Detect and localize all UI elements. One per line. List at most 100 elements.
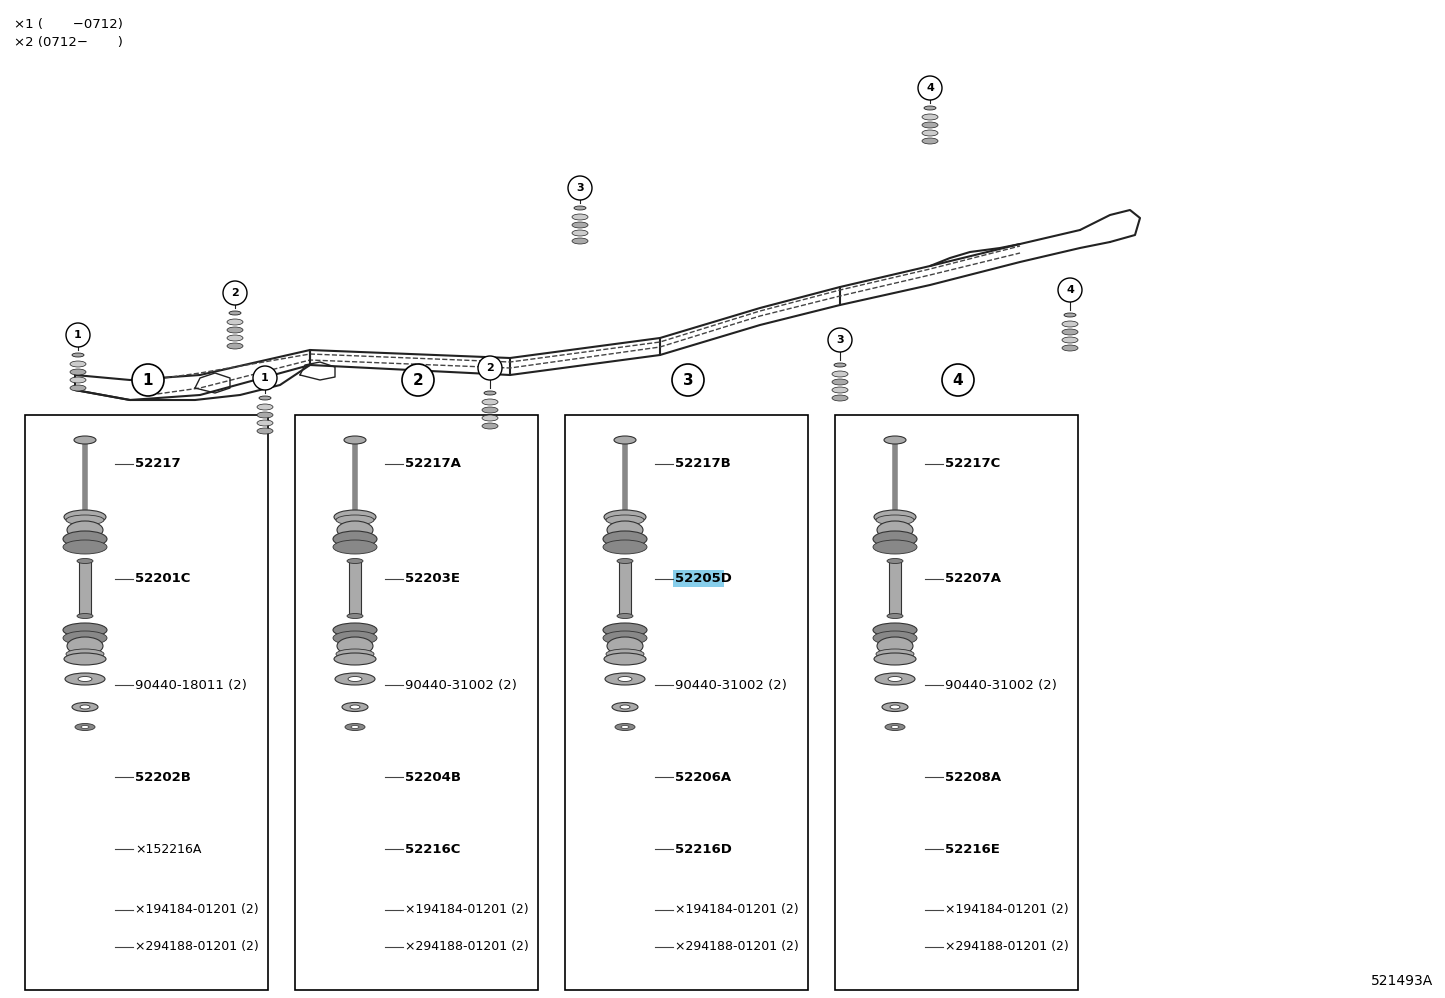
Ellipse shape (78, 677, 92, 682)
Ellipse shape (257, 420, 273, 426)
Ellipse shape (890, 705, 900, 709)
Ellipse shape (877, 637, 913, 655)
Ellipse shape (332, 631, 377, 645)
Ellipse shape (832, 371, 848, 377)
Text: 3: 3 (837, 335, 844, 345)
Text: 52208A: 52208A (945, 770, 1001, 783)
Ellipse shape (922, 130, 938, 136)
Ellipse shape (604, 510, 646, 524)
Text: 52216E: 52216E (945, 842, 1000, 855)
Ellipse shape (1062, 329, 1078, 335)
Text: 4: 4 (952, 372, 964, 387)
Ellipse shape (350, 705, 360, 709)
Ellipse shape (884, 436, 906, 444)
Text: 3: 3 (682, 372, 694, 387)
Ellipse shape (1064, 313, 1077, 317)
Ellipse shape (332, 540, 377, 554)
Text: 2: 2 (413, 372, 423, 387)
Text: 52205D: 52205D (675, 573, 731, 586)
Ellipse shape (572, 222, 588, 228)
Ellipse shape (69, 369, 87, 375)
Ellipse shape (613, 703, 639, 712)
Bar (25, 415, 267, 990)
Ellipse shape (607, 637, 643, 655)
Ellipse shape (605, 515, 644, 525)
Circle shape (1058, 278, 1082, 302)
Text: 52216D: 52216D (675, 842, 731, 855)
Text: 4: 4 (1066, 285, 1074, 295)
Ellipse shape (876, 515, 915, 525)
Text: 52201C: 52201C (134, 573, 191, 586)
Text: 52217C: 52217C (945, 457, 1000, 470)
Circle shape (131, 364, 163, 396)
Text: 52216C: 52216C (405, 842, 461, 855)
Circle shape (568, 176, 592, 200)
Ellipse shape (227, 343, 243, 349)
Ellipse shape (227, 335, 243, 341)
Ellipse shape (64, 623, 107, 637)
Ellipse shape (228, 311, 241, 315)
Ellipse shape (616, 724, 634, 731)
Ellipse shape (335, 673, 376, 685)
Circle shape (223, 281, 247, 305)
Ellipse shape (618, 677, 631, 682)
Ellipse shape (337, 515, 374, 525)
Ellipse shape (334, 510, 376, 524)
Text: 2: 2 (486, 363, 494, 373)
Text: 2: 2 (231, 288, 238, 298)
Ellipse shape (64, 510, 105, 524)
Ellipse shape (832, 395, 848, 401)
Ellipse shape (877, 521, 913, 539)
Ellipse shape (892, 726, 899, 729)
Ellipse shape (66, 521, 103, 539)
Text: ×294188-01201 (2): ×294188-01201 (2) (675, 940, 799, 953)
Bar (618, 561, 631, 616)
Ellipse shape (348, 677, 363, 682)
Ellipse shape (874, 653, 916, 665)
Ellipse shape (75, 724, 95, 731)
Ellipse shape (572, 214, 588, 220)
Ellipse shape (66, 515, 104, 525)
Text: 1: 1 (262, 373, 269, 383)
Ellipse shape (337, 649, 374, 659)
Text: 52217A: 52217A (405, 457, 461, 470)
Ellipse shape (923, 106, 936, 110)
Ellipse shape (832, 379, 848, 385)
Ellipse shape (227, 319, 243, 325)
Ellipse shape (572, 238, 588, 244)
Ellipse shape (881, 703, 907, 712)
Text: 52202B: 52202B (134, 770, 191, 783)
Ellipse shape (342, 703, 368, 712)
Text: ×294188-01201 (2): ×294188-01201 (2) (405, 940, 529, 953)
Text: ×194184-01201 (2): ×194184-01201 (2) (405, 903, 529, 916)
Ellipse shape (832, 387, 848, 393)
Ellipse shape (614, 436, 636, 444)
Text: 52207A: 52207A (945, 573, 1001, 586)
Bar (835, 415, 1078, 990)
Circle shape (918, 76, 942, 100)
Text: 52204B: 52204B (405, 770, 461, 783)
Ellipse shape (337, 521, 373, 539)
Ellipse shape (345, 724, 366, 731)
Ellipse shape (1062, 345, 1078, 351)
Text: ×294188-01201 (2): ×294188-01201 (2) (945, 940, 1069, 953)
Circle shape (828, 328, 853, 352)
Circle shape (253, 366, 277, 390)
Ellipse shape (617, 614, 633, 619)
Bar (565, 415, 808, 990)
Ellipse shape (603, 540, 647, 554)
Ellipse shape (483, 415, 499, 421)
Text: 52217B: 52217B (675, 457, 731, 470)
Ellipse shape (77, 559, 92, 564)
Ellipse shape (876, 673, 915, 685)
Ellipse shape (1062, 337, 1078, 343)
Ellipse shape (874, 510, 916, 524)
Ellipse shape (257, 428, 273, 434)
Text: 90440-31002 (2): 90440-31002 (2) (675, 679, 788, 692)
Ellipse shape (620, 705, 630, 709)
Ellipse shape (889, 677, 902, 682)
Ellipse shape (69, 377, 87, 383)
Ellipse shape (603, 623, 647, 637)
Text: ×194184-01201 (2): ×194184-01201 (2) (134, 903, 259, 916)
Ellipse shape (483, 407, 499, 413)
